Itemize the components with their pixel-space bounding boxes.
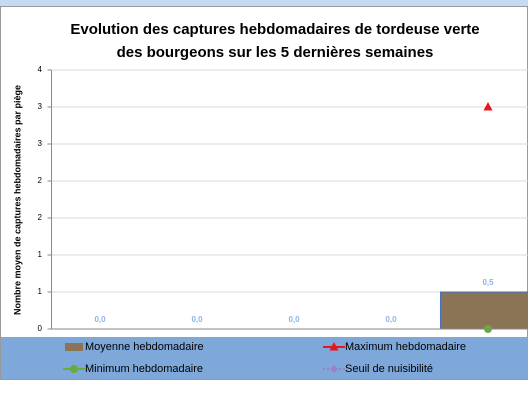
y-tick-label: 2 xyxy=(38,176,43,185)
legend-marker xyxy=(70,365,78,373)
top-strip xyxy=(0,0,528,6)
marker xyxy=(483,102,493,111)
chart-title: des bourgeons sur les 5 dernières semain… xyxy=(117,44,434,61)
legend-marker xyxy=(330,365,338,373)
chart-title: Evolution des captures hebdomadaires de … xyxy=(70,21,479,38)
y-tick-label: 1 xyxy=(38,250,43,259)
legend-background xyxy=(1,337,528,379)
y-tick-label: 0 xyxy=(38,324,43,333)
bar xyxy=(439,291,528,330)
data-label: 0,0 xyxy=(191,315,203,324)
y-tick-label: 2 xyxy=(38,213,43,222)
y-tick-label: 1 xyxy=(38,287,43,296)
data-label: 0,0 xyxy=(288,315,300,324)
data-label: 0,0 xyxy=(385,315,397,324)
data-label: 0,0 xyxy=(94,315,106,324)
data-label: 0,5 xyxy=(482,278,494,287)
legend-label: Minimum hebdomadaire xyxy=(85,363,203,375)
legend-swatch xyxy=(65,343,83,351)
chart-frame xyxy=(0,6,528,380)
legend-label: Seuil de nuisibilité xyxy=(345,363,433,375)
y-tick-label: 3 xyxy=(38,102,43,111)
y-axis-label: Nombre moyen de captures hebdomadaires p… xyxy=(12,85,22,315)
y-tick-label: 3 xyxy=(38,139,43,148)
legend-label: Moyenne hebdomadaire xyxy=(85,341,204,353)
y-tick-label: 4 xyxy=(38,65,43,74)
legend-label: Maximum hebdomadaire xyxy=(345,341,466,353)
legend-marker xyxy=(329,342,339,351)
